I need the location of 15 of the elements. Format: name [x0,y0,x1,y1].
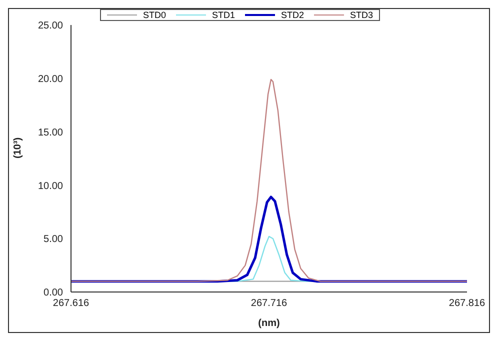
legend-label: STD0 [142,10,166,20]
y-tick-label: 0.00 [44,288,64,299]
y-tick-label: 10.00 [38,180,64,192]
y-tick-label: 5.00 [44,234,64,246]
y-tick-label: 25.00 [38,20,64,32]
y-axis-title: (10³) [12,137,24,158]
x-axis-title: (nm) [258,318,280,329]
x-tick-label: 267.716 [250,298,288,310]
y-tick-label: 15.00 [38,127,64,138]
legend-label: STD1 [210,10,235,20]
y-tick-label: 20.00 [38,74,64,85]
legend-label: STD3 [349,10,374,20]
x-tick-label: 267.816 [448,298,486,310]
x-tick-label: 267.616 [52,298,90,310]
legend-label: STD2 [280,10,304,20]
